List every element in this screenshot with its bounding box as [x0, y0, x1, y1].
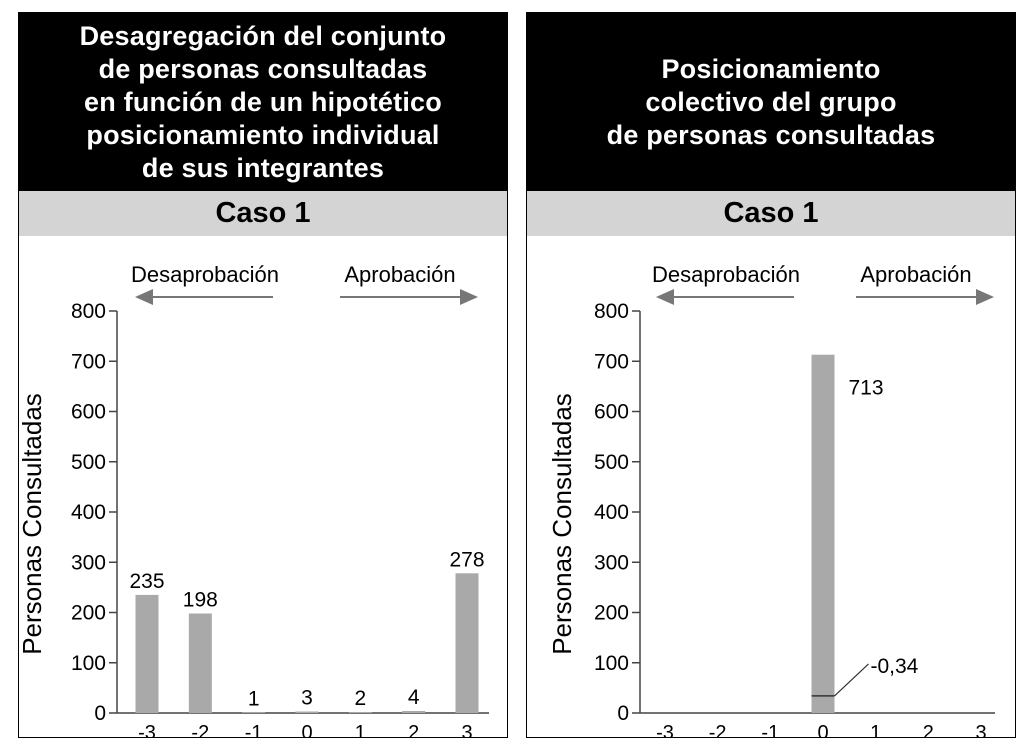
- right-y-tick-label: 800: [594, 300, 629, 323]
- left-case-banner: Caso 1: [19, 191, 507, 236]
- left-case-label: Caso 1: [215, 197, 311, 229]
- right-bar-chart: Desaprobación Aprobación 0 100 200 300 400 500 6…: [547, 262, 995, 737]
- right-x-tick-label: 3: [975, 722, 986, 737]
- right-y-tick-label: 0: [617, 702, 629, 725]
- left-y-tick-label: 100: [71, 652, 106, 675]
- left-x-tick-label: 1: [355, 722, 366, 737]
- right-direction-right-label: Aprobación: [860, 262, 971, 287]
- right-case-banner: Caso 1: [527, 191, 1015, 236]
- left-bar: [455, 573, 479, 713]
- left-y-tick-label: 600: [71, 401, 106, 424]
- right-left-arrow-icon: [656, 289, 674, 305]
- left-bar: [135, 594, 159, 713]
- left-direction-left-label: Desaprobación: [131, 262, 279, 287]
- left-x-tick-label: -3: [138, 722, 156, 737]
- right-direction-left-label: Desaprobación: [652, 262, 800, 287]
- right-data-label: 713: [849, 377, 884, 400]
- left-y-tick-label: 200: [71, 602, 106, 625]
- right-x-tick-label: -2: [709, 722, 727, 737]
- left-x-tick-label: 2: [408, 722, 419, 737]
- left-y-tick-label: 400: [71, 501, 106, 524]
- right-marker-leader-line: [834, 663, 869, 697]
- left-bar-chart: Desaprobación Aprobación 0 100 200 300 400 500 6…: [19, 262, 489, 737]
- left-y-tick-label: 800: [71, 300, 106, 323]
- left-left-arrow-icon: [135, 289, 153, 305]
- right-x-tick-label: -1: [761, 722, 779, 737]
- left-data-label: 198: [183, 589, 218, 612]
- left-chart-panel: Desagregación del conjunto de personas c…: [18, 12, 508, 738]
- left-x-tick-label: -1: [245, 722, 263, 737]
- right-title-box: Posicionamiento colectivo del grupo de p…: [527, 13, 1015, 191]
- right-chart-title: Posicionamiento colectivo del grupo de p…: [606, 53, 936, 150]
- right-y-tick-label: 400: [594, 501, 629, 524]
- right-y-tick-label: 200: [594, 602, 629, 625]
- left-direction-right-label: Aprobación: [344, 262, 455, 287]
- right-y-axis-label: Personas Consultadas: [547, 393, 577, 655]
- left-y-axis-label: Personas Consultadas: [19, 393, 47, 655]
- left-y-tick-label: 500: [71, 451, 106, 474]
- right-y-tick-label: 300: [594, 551, 629, 574]
- left-chart-title: Desagregación del conjunto de personas c…: [79, 20, 447, 183]
- left-x-tick-label: 3: [461, 722, 472, 737]
- right-x-tick-label: -3: [656, 722, 674, 737]
- right-bar: [811, 354, 835, 713]
- left-data-label: 3: [301, 686, 313, 709]
- left-x-tick-label: -2: [191, 722, 209, 737]
- right-y-tick-label: 100: [594, 652, 629, 675]
- left-title-box: Desagregación del conjunto de personas c…: [19, 13, 507, 191]
- left-y-tick-label: 700: [71, 350, 106, 373]
- left-y-tick-label: 0: [94, 702, 106, 725]
- left-data-label: 235: [129, 570, 164, 593]
- right-y-tick-label: 600: [594, 401, 629, 424]
- right-x-tick-label: 2: [923, 722, 934, 737]
- right-y-tick-label: 700: [594, 350, 629, 373]
- right-case-label: Caso 1: [723, 197, 819, 229]
- left-data-label: 4: [408, 686, 420, 709]
- right-x-tick-label: 0: [817, 722, 828, 737]
- left-y-tick-label: 300: [71, 551, 106, 574]
- left-bar: [348, 711, 372, 713]
- left-x-tick-label: 0: [301, 722, 312, 737]
- left-bar: [242, 712, 266, 713]
- right-chart-panel: Posicionamiento colectivo del grupo de p…: [526, 12, 1016, 738]
- left-bar: [402, 710, 426, 713]
- left-data-label: 2: [354, 687, 366, 710]
- left-data-label: 278: [449, 548, 484, 571]
- right-y-tick-label: 500: [594, 451, 629, 474]
- right-marker-label: -0,34: [871, 655, 919, 678]
- left-bar: [188, 613, 212, 713]
- left-bar: [295, 711, 319, 713]
- left-data-label: 1: [248, 687, 260, 710]
- right-right-arrow-icon: [976, 289, 994, 305]
- right-x-tick-label: 1: [870, 722, 881, 737]
- left-right-arrow-icon: [460, 289, 478, 305]
